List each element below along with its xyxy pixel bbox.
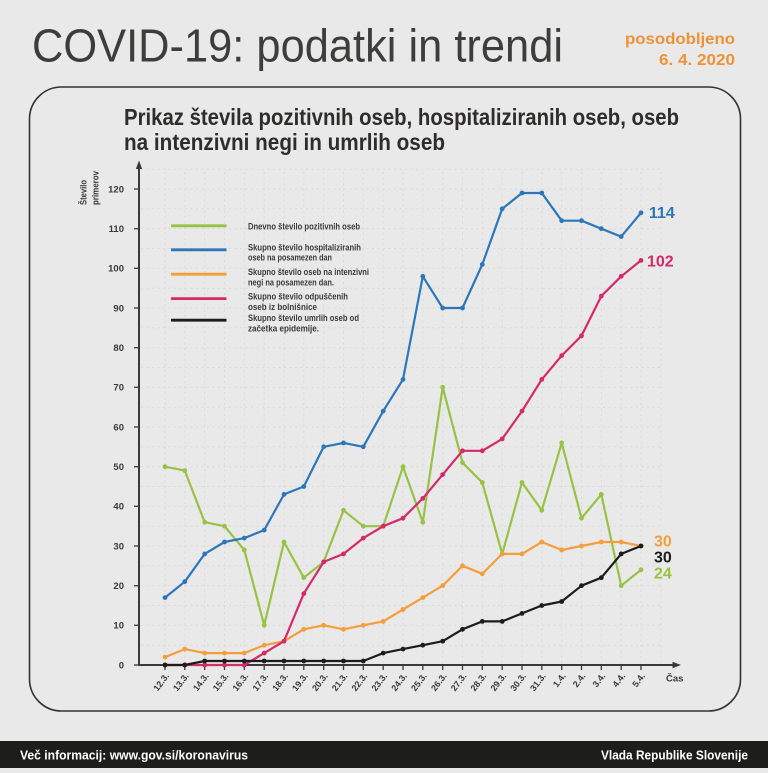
- svg-text:Skupno število hospitalizirani: Skupno število hospitaliziranih: [248, 242, 361, 252]
- svg-text:0: 0: [119, 660, 124, 671]
- svg-text:80: 80: [113, 343, 124, 354]
- svg-text:oseb iz bolnišnice: oseb iz bolnišnice: [248, 302, 317, 312]
- svg-text:30: 30: [113, 541, 124, 552]
- svg-text:110: 110: [109, 224, 124, 235]
- svg-text:120: 120: [108, 184, 124, 195]
- svg-text:začetka epidemije.: začetka epidemije.: [248, 323, 319, 333]
- svg-text:30: 30: [654, 550, 672, 567]
- svg-text:COVID-19: podatki in trendi: COVID-19: podatki in trendi: [32, 20, 563, 72]
- svg-text:10: 10: [113, 621, 124, 632]
- svg-text:60: 60: [113, 422, 124, 433]
- svg-text:Skupno število odpuščenih: Skupno število odpuščenih: [248, 292, 348, 302]
- svg-text:50: 50: [113, 462, 124, 473]
- svg-text:negi na posamezen dan.: negi na posamezen dan.: [248, 277, 334, 287]
- svg-text:40: 40: [113, 502, 124, 513]
- svg-text:Dnevno število pozitivnih oseb: Dnevno število pozitivnih oseb: [248, 221, 360, 231]
- svg-text:70: 70: [113, 383, 124, 394]
- svg-text:20: 20: [113, 581, 124, 592]
- svg-text:6. 4. 2020: 6. 4. 2020: [659, 52, 735, 69]
- svg-text:Skupno število umrlih oseb od: Skupno število umrlih oseb od: [248, 313, 359, 323]
- svg-text:30: 30: [654, 534, 672, 551]
- svg-text:Čas: Čas: [666, 673, 683, 685]
- svg-text:posodobljeno: posodobljeno: [625, 31, 735, 48]
- svg-text:Več informacij: www.gov.si/kor: Več informacij: www.gov.si/koronavirus: [20, 749, 248, 763]
- svg-text:90: 90: [113, 303, 124, 314]
- svg-text:Število: Število: [78, 180, 90, 205]
- svg-text:na intenzivni negi in umrlih o: na intenzivni negi in umrlih oseb: [124, 129, 445, 155]
- svg-text:102: 102: [647, 254, 674, 271]
- svg-text:oseb na posamezen dan: oseb na posamezen dan: [248, 253, 332, 263]
- svg-text:Prikaz števila pozitivnih oseb: Prikaz števila pozitivnih oseb, hospital…: [124, 104, 679, 130]
- svg-text:Skupno število oseb na intenzi: Skupno število oseb na intenzivni: [248, 267, 369, 277]
- svg-text:Vlada Republike Slovenije: Vlada Republike Slovenije: [601, 749, 748, 763]
- svg-text:100: 100: [108, 264, 124, 275]
- svg-text:primerov: primerov: [91, 170, 102, 205]
- svg-text:24: 24: [654, 566, 672, 583]
- svg-text:114: 114: [649, 205, 675, 222]
